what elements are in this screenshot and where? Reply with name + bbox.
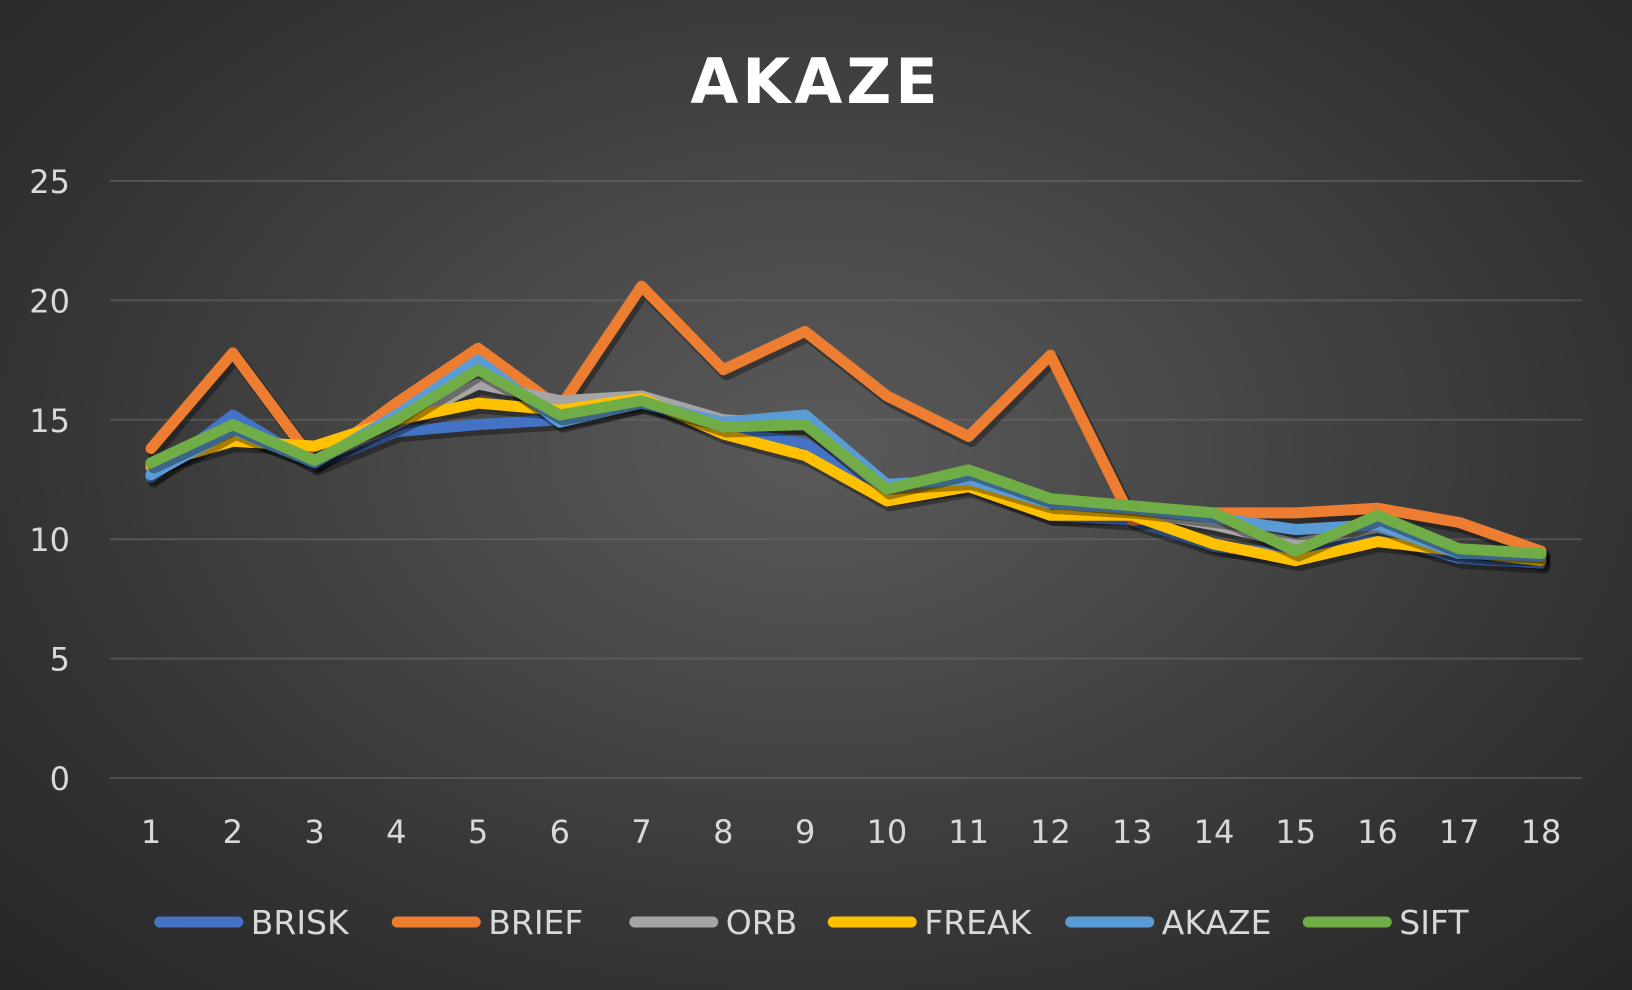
y-tick-label: 20 xyxy=(29,282,70,320)
x-tick-label: 12 xyxy=(1030,813,1071,851)
y-tick-label: 5 xyxy=(50,641,70,679)
x-tick-label: 10 xyxy=(867,813,908,851)
y-tick-label: 10 xyxy=(29,521,70,559)
y-axis-ticks: 0 5 10 15 20 25 xyxy=(29,163,70,798)
x-tick-label: 16 xyxy=(1357,813,1398,851)
x-tick-label: 2 xyxy=(223,813,243,851)
series-line-brief xyxy=(145,280,1547,557)
legend-item-freak: FREAK xyxy=(827,903,1033,942)
legend-label: ORB xyxy=(726,903,798,942)
legend-item-akaze: AKAZE xyxy=(1065,903,1272,942)
legend: BRISK BRIEF ORB FREAK AKAZE SIFT xyxy=(154,903,1469,942)
x-tick-label: 5 xyxy=(468,813,488,851)
x-tick-label: 9 xyxy=(795,813,815,851)
legend-label: BRIEF xyxy=(488,903,583,942)
x-tick-label: 4 xyxy=(386,813,406,851)
x-tick-label: 13 xyxy=(1112,813,1153,851)
x-axis-ticks: 1 2 3 4 5 6 7 8 9 10 11 12 13 14 15 16 17 18 xyxy=(141,813,1562,851)
chart-title: AKAZE xyxy=(690,45,941,118)
x-tick-label: 3 xyxy=(304,813,324,851)
y-tick-label: 0 xyxy=(50,760,70,798)
x-tick-label: 14 xyxy=(1194,813,1235,851)
legend-item-brief: BRIEF xyxy=(391,903,583,942)
x-tick-label: 8 xyxy=(713,813,733,851)
series-lines xyxy=(145,280,1551,574)
legend-label: BRISK xyxy=(251,903,350,942)
x-tick-label: 17 xyxy=(1439,813,1480,851)
x-tick-label: 7 xyxy=(631,813,651,851)
legend-label: FREAK xyxy=(924,903,1032,942)
x-tick-label: 6 xyxy=(550,813,570,851)
x-tick-label: 18 xyxy=(1521,813,1562,851)
y-tick-label: 25 xyxy=(29,163,70,201)
x-tick-label: 15 xyxy=(1275,813,1316,851)
legend-label: AKAZE xyxy=(1162,903,1272,942)
legend-label: SIFT xyxy=(1399,903,1469,942)
y-tick-label: 15 xyxy=(29,402,70,440)
x-tick-label: 11 xyxy=(948,813,989,851)
series-line-sift xyxy=(145,364,1547,559)
legend-item-brisk: BRISK xyxy=(154,903,350,942)
legend-item-sift: SIFT xyxy=(1302,903,1469,942)
x-tick-label: 1 xyxy=(141,813,161,851)
legend-item-orb: ORB xyxy=(629,903,798,942)
gridlines xyxy=(110,180,1582,779)
